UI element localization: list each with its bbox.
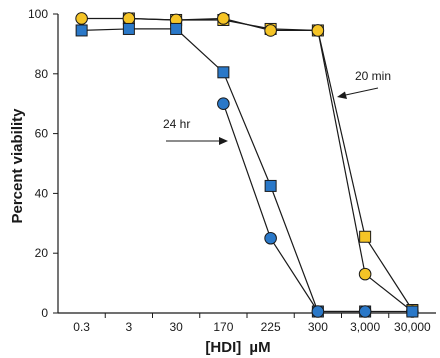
data-point-circle bbox=[217, 97, 230, 110]
annotation-24hr: 24 hr bbox=[163, 117, 228, 145]
y-axis-title: Percent viability bbox=[9, 108, 26, 224]
data-point-square bbox=[122, 22, 135, 35]
x-tick-label: 30,000 bbox=[394, 320, 431, 334]
annotation-20min-arrow-line bbox=[340, 87, 379, 97]
data-point-square bbox=[75, 24, 88, 37]
axes bbox=[57, 14, 436, 314]
data-point-circle bbox=[311, 24, 325, 37]
data-point-square bbox=[406, 305, 419, 318]
x-axis-title: [HDI] µM bbox=[205, 339, 270, 356]
data-point-square bbox=[264, 179, 277, 192]
y-tick-label: 0 bbox=[41, 306, 48, 320]
data-point-circle bbox=[264, 24, 277, 37]
annotation-24hr-label: 24 hr bbox=[163, 117, 190, 131]
data-point-square bbox=[359, 230, 372, 243]
y-tick-label: 100 bbox=[28, 7, 48, 21]
annotation-20min: 20 min bbox=[337, 69, 391, 99]
data-point-circle bbox=[358, 305, 372, 318]
data-point-circle bbox=[358, 267, 372, 281]
y-tick-label: 60 bbox=[35, 127, 49, 141]
x-tick-label: 3 bbox=[126, 320, 133, 334]
data-point-circle bbox=[264, 231, 277, 245]
x-tick-label: 225 bbox=[261, 320, 281, 334]
data-point-circle bbox=[75, 12, 88, 25]
x-axis-title-prefix: [HDI] bbox=[205, 339, 241, 356]
y-ticks: 0 20 40 60 80 100 bbox=[28, 7, 58, 320]
x-tick-label: 300 bbox=[308, 320, 328, 334]
annotation-24hr-arrowhead bbox=[219, 137, 228, 145]
x-tick-label: 170 bbox=[213, 320, 233, 334]
series-line-20min_square bbox=[128, 17, 413, 311]
data-point-square bbox=[217, 66, 230, 79]
annotation-20min-arrowhead bbox=[337, 91, 347, 99]
x-axis-title-unit: µM bbox=[249, 339, 270, 356]
series-line-24hr_circle bbox=[222, 103, 366, 313]
data-point-circle bbox=[122, 12, 136, 25]
y-tick-label: 40 bbox=[35, 186, 49, 200]
data-point-square bbox=[170, 22, 183, 35]
series-markers bbox=[75, 12, 419, 318]
x-tick-label: 3,000 bbox=[350, 320, 380, 334]
x-tick-label: 30 bbox=[169, 320, 183, 334]
series-line-20min_circle bbox=[81, 17, 413, 312]
series-lines bbox=[81, 17, 413, 313]
y-tick-label: 80 bbox=[35, 67, 49, 81]
x-tick-label: 0.3 bbox=[73, 320, 90, 334]
annotation-20min-label: 20 min bbox=[355, 69, 391, 83]
data-point-circle bbox=[217, 12, 230, 25]
y-tick-label: 20 bbox=[35, 246, 49, 260]
data-point-circle bbox=[311, 305, 325, 318]
x-ticks: 0.3 3 30 170 225 300 3,000 30,000 bbox=[73, 313, 431, 334]
